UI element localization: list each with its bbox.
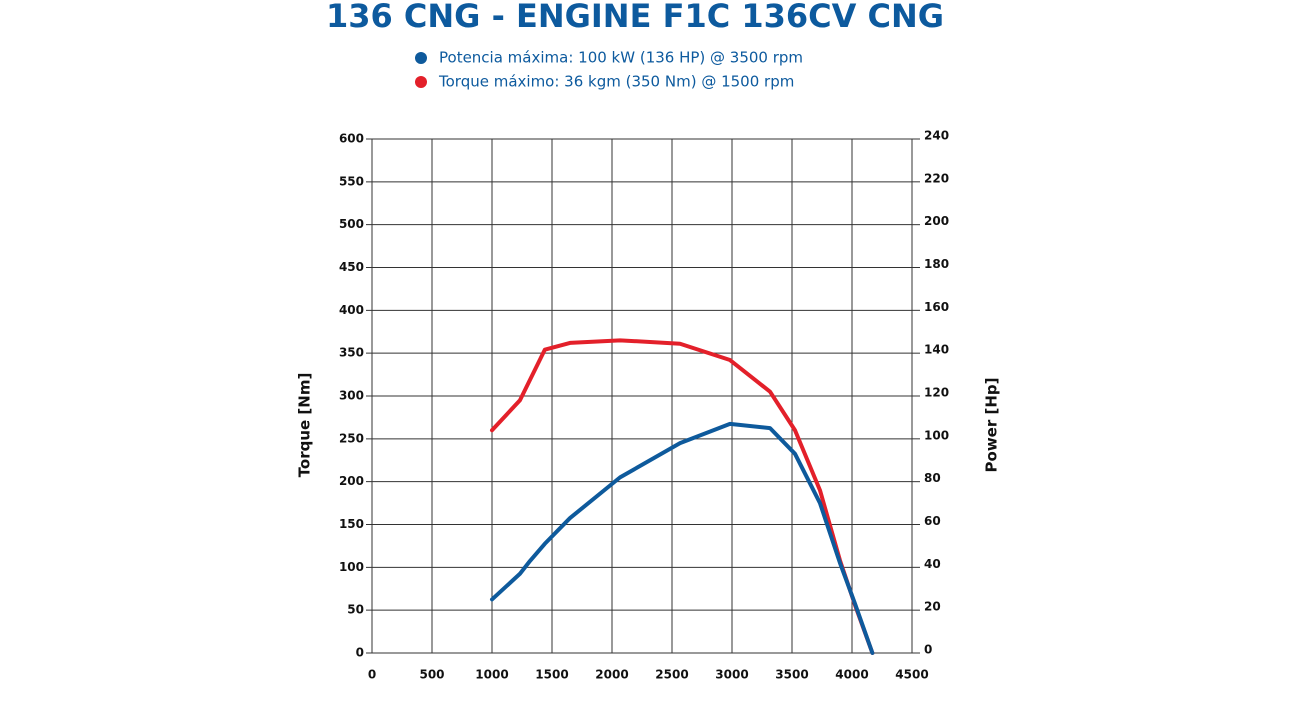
y2-tick-label: 200	[924, 214, 949, 228]
series-line	[490, 421, 875, 655]
y-tick-label: 600	[339, 132, 364, 146]
x-tick-label: 3000	[715, 668, 748, 682]
x-tick-label: 4500	[895, 668, 928, 682]
y-tick-label: 100	[339, 560, 364, 574]
legend-label: Potencia máxima: 100 kW (136 HP) @ 3500 …	[439, 49, 803, 67]
y2-tick-label: 60	[924, 514, 941, 528]
y-tick-label: 50	[347, 603, 364, 617]
y2-tick-label: 20	[924, 600, 941, 614]
x-tick-label: 1500	[535, 668, 568, 682]
y-tick-label: 150	[339, 517, 364, 531]
y2-tick-label: 40	[924, 557, 941, 571]
x-tick-label: 1000	[475, 668, 508, 682]
y-tick-label: 250	[339, 431, 364, 445]
x-tick-label: 2500	[655, 668, 688, 682]
chart-title: 136 CNG - ENGINE F1C 136CV CNG	[326, 0, 944, 35]
y2-tick-label: 0	[924, 643, 932, 657]
x-tick-label: 500	[419, 668, 444, 682]
legend-marker	[415, 52, 427, 64]
x-tick-label: 3500	[775, 668, 808, 682]
y2-axis-label: Power [Hp]	[983, 378, 1001, 473]
y2-tick-label: 80	[924, 471, 941, 485]
x-tick-label: 4000	[835, 668, 868, 682]
y2-tick-label: 180	[924, 257, 949, 271]
y-tick-label: 200	[339, 474, 364, 488]
y-tick-label: 500	[339, 217, 364, 231]
y2-tick-label: 160	[924, 300, 949, 314]
y-tick-label: 450	[339, 260, 364, 274]
plot-frame	[371, 138, 913, 654]
y2-tick-label: 220	[924, 171, 949, 185]
y2-tick-label: 100	[924, 428, 949, 442]
legend-marker	[415, 76, 427, 88]
y2-tick-label: 140	[924, 343, 949, 357]
y-tick-label: 400	[339, 303, 364, 317]
y-tick-label: 550	[339, 174, 364, 188]
x-tick-label: 2000	[595, 668, 628, 682]
legend-label: Torque máximo: 36 kgm (350 Nm) @ 1500 rp…	[438, 73, 794, 91]
y-tick-label: 300	[339, 389, 364, 403]
y2-tick-label: 120	[924, 386, 949, 400]
y-tick-label: 350	[339, 346, 364, 360]
y2-tick-label: 240	[924, 129, 949, 143]
x-tick-label: 0	[368, 668, 376, 682]
y-axis-label: Torque [Nm]	[296, 373, 314, 478]
legend: Potencia máxima: 100 kW (136 HP) @ 3500 …	[415, 49, 803, 91]
y-tick-label: 0	[356, 646, 364, 660]
